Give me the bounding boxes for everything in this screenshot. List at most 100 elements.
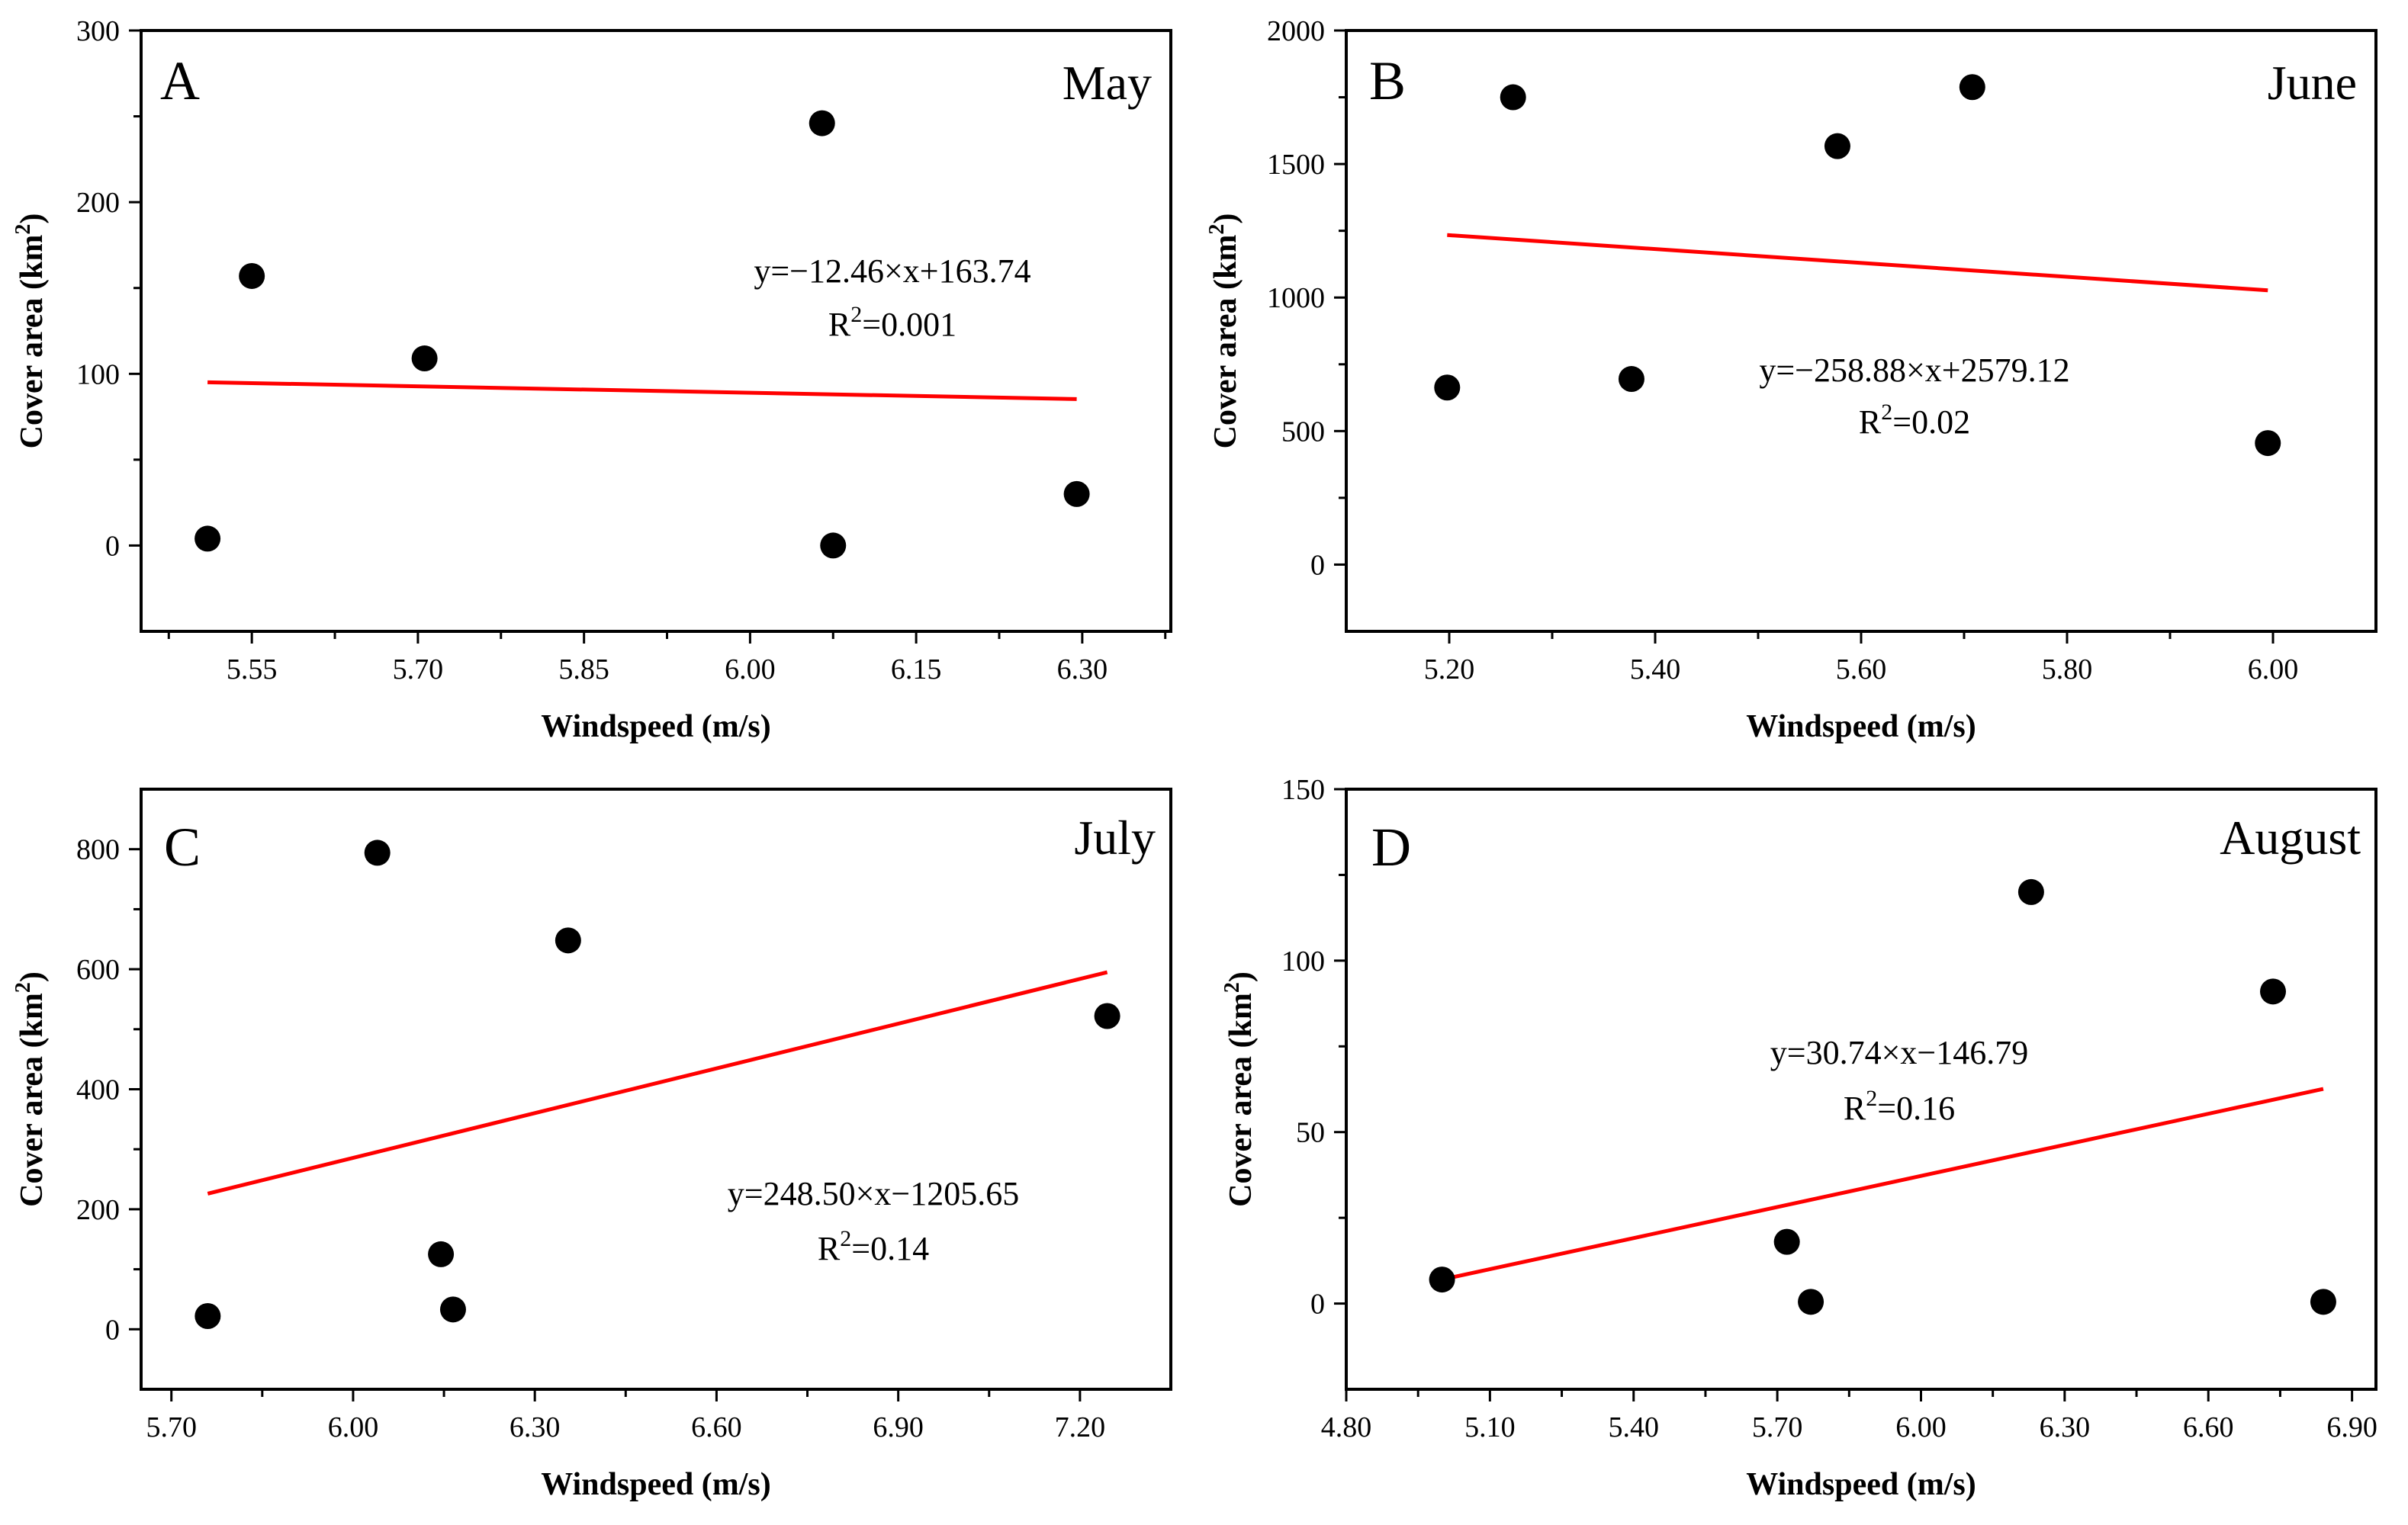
r-squared-prefix: R <box>818 1230 841 1267</box>
regression-equation: y=−12.46×x+163.74 <box>754 252 1030 290</box>
month-label: July <box>1074 811 1156 865</box>
fit-line <box>207 970 1108 1196</box>
y-tick-label: 600 <box>76 954 120 986</box>
panel-d: 4.80 5.10 5.40 5.70 6.00 6.30 6.60 6.90 0 50 100 15… <box>1220 774 2377 1502</box>
y-axis-title-exponent: 2 <box>11 224 35 235</box>
data-point <box>1500 84 1526 111</box>
regression-equation: y=248.50×x−1205.65 <box>728 1175 1019 1212</box>
data-point <box>820 532 847 559</box>
plot-frame <box>1345 29 2377 633</box>
x-tick-label: 5.20 <box>1424 653 1475 685</box>
y-axis-title-close: ) <box>14 214 50 224</box>
y-axis-title-main: Cover area (km <box>1208 235 1243 449</box>
data-point <box>1063 480 1090 507</box>
y-tick-label: 0 <box>105 530 120 562</box>
data-point <box>1773 1228 1800 1255</box>
x-tick-label: 5.85 <box>558 653 609 685</box>
y-axis-title: Cover area (km2) <box>1205 214 1243 449</box>
r-squared-exponent: 2 <box>850 302 862 327</box>
y-tick-label: 200 <box>76 1194 120 1226</box>
data-point <box>411 345 438 372</box>
data-point <box>195 1302 221 1329</box>
plot-frame <box>140 29 1172 633</box>
data-point <box>1429 1267 1455 1293</box>
regression-equation: y=30.74×x−146.79 <box>1770 1034 2028 1071</box>
x-axis-title: Windspeed (m/s) <box>1746 1467 1976 1502</box>
y-tick-label: 0 <box>1310 1289 1325 1321</box>
data-point <box>239 262 265 289</box>
x-tick-label: 7.20 <box>1055 1411 1106 1443</box>
y-tick-label: 1000 <box>1267 282 1325 314</box>
plot-frame <box>1345 788 2377 1391</box>
y-axis-title-exponent: 2 <box>1205 224 1229 235</box>
x-tick-label: 6.90 <box>873 1411 924 1443</box>
r-squared-value: =0.02 <box>1892 403 1970 441</box>
r-squared-value: =0.14 <box>851 1230 929 1267</box>
y-tick-label: 1500 <box>1267 149 1325 181</box>
y-axis-title-close: ) <box>1208 214 1243 224</box>
x-tick-label: 5.10 <box>1464 1411 1516 1443</box>
x-tick-label: 6.30 <box>2040 1411 2091 1443</box>
x-tick-label: 6.30 <box>1057 653 1108 685</box>
y-tick-label: 500 <box>1281 416 1325 448</box>
x-axis-title: Windspeed (m/s) <box>541 709 770 744</box>
fit-line <box>207 380 1077 401</box>
y-tick-label: 50 <box>1296 1117 1325 1149</box>
r-squared-value: =0.001 <box>862 306 956 343</box>
data-point <box>809 110 835 136</box>
y-tick-label: 0 <box>1310 549 1325 581</box>
fit-line <box>1447 233 2268 293</box>
y-axis-title-close: ) <box>1223 971 1259 982</box>
x-tick-label: 5.80 <box>2042 653 2093 685</box>
r-squared-prefix: R <box>828 306 851 343</box>
data-point <box>2255 430 2281 457</box>
regression-equation: y=−258.88×x+2579.12 <box>1759 352 2069 389</box>
r-squared-label: R2=0.14 <box>818 1226 929 1267</box>
y-tick-label: 2000 <box>1267 15 1325 47</box>
x-tick-label: 6.00 <box>1895 1411 1947 1443</box>
data-point <box>2017 878 2044 905</box>
panel-letter: B <box>1369 50 1406 111</box>
y-axis-title: Cover area (km2) <box>1220 971 1259 1207</box>
data-point <box>195 525 221 552</box>
data-point <box>428 1241 455 1267</box>
x-tick-label: 5.70 <box>393 653 444 685</box>
r-squared-label: R2=0.16 <box>1844 1086 1955 1127</box>
y-tick-label: 100 <box>76 358 120 390</box>
y-tick-label: 300 <box>76 15 120 47</box>
y-axis-title-exponent: 2 <box>1220 982 1244 993</box>
y-axis-title: Cover area (km2) <box>11 971 50 1207</box>
month-label: June <box>2268 56 2357 110</box>
fit-line <box>1442 1087 2324 1282</box>
data-point <box>1434 374 1461 401</box>
x-tick-label: 6.30 <box>510 1411 561 1443</box>
data-point <box>1824 133 1850 159</box>
x-tick-label: 6.15 <box>891 653 942 685</box>
x-tick-label: 6.60 <box>2183 1411 2234 1443</box>
r-squared-exponent: 2 <box>1866 1086 1877 1111</box>
r-squared-prefix: R <box>1844 1090 1866 1127</box>
x-tick-label: 4.80 <box>1321 1411 1372 1443</box>
x-axis-title: Windspeed (m/s) <box>1746 709 1976 744</box>
panel-letter: C <box>164 817 201 878</box>
x-tick-label: 6.00 <box>725 653 776 685</box>
data-point <box>2310 1289 2336 1315</box>
x-tick-label: 5.70 <box>1752 1411 1803 1443</box>
x-tick-label: 6.60 <box>691 1411 742 1443</box>
x-tick-label: 5.40 <box>1608 1411 1659 1443</box>
panel-letter: A <box>160 50 200 111</box>
panel-letter: D <box>1371 817 1411 878</box>
r-squared-prefix: R <box>1859 403 1882 441</box>
month-label: May <box>1063 56 1152 110</box>
x-tick-label: 5.60 <box>1836 653 1887 685</box>
data-point <box>1094 1003 1120 1029</box>
y-axis-title: Cover area (km2) <box>11 214 50 449</box>
y-axis-title-main: Cover area (km <box>14 993 50 1207</box>
y-axis-title-close: ) <box>14 971 50 982</box>
y-axis-title-main: Cover area (km <box>14 235 50 449</box>
panel-b: 5.20 5.40 5.60 5.80 6.00 0 500 1000 1500 2000 Wind… <box>1205 15 2377 744</box>
x-tick-label: 6.90 <box>2326 1411 2377 1443</box>
x-tick-label: 5.70 <box>146 1411 197 1443</box>
data-point <box>2260 978 2286 1005</box>
